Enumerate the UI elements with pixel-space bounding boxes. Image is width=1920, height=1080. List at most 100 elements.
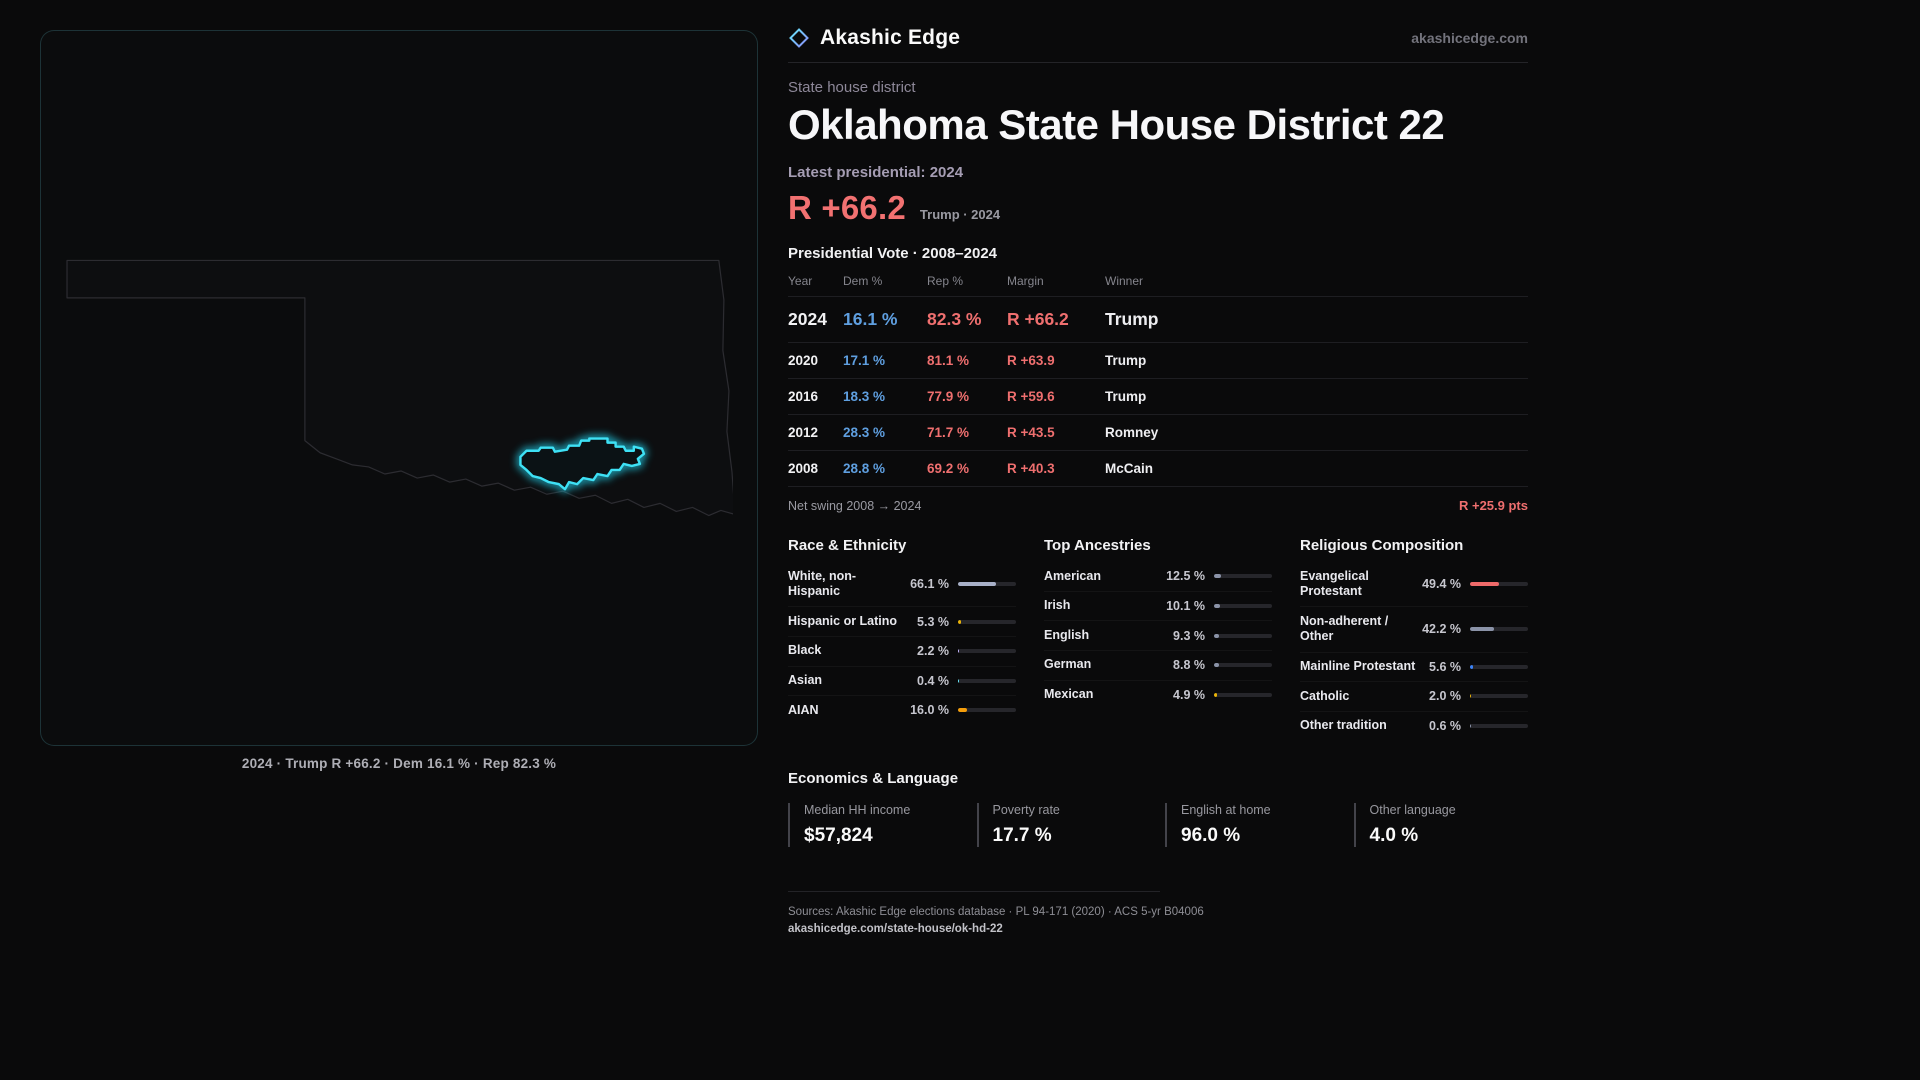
item-value: 42.2 % [1422,622,1461,637]
bar-fill [1470,664,1474,669]
item-label: Irish [1044,598,1071,613]
cell-winner: Romney [1105,425,1159,440]
list-item: Catholic 2.0 % [1300,682,1528,712]
cell-margin: R +43.5 [1007,425,1055,440]
item-label: Non-adherent / Other [1300,613,1389,644]
stat-card: Other language 4.0 % [1353,803,1529,848]
economics-title: Economics & Language [788,770,959,788]
item-label: White, non-Hispanic [788,568,857,599]
section-items: Evangelical Protestant 49.4 % Non-adhere… [1300,562,1528,740]
cell-rep: 81.1 % [927,353,970,368]
cell-rep: 77.9 % [927,389,970,404]
permalink[interactable]: akashicedge.com/state-house/ok-hd-22 [788,923,1003,936]
vote-table: Year Dem % Rep % Margin Winner 2024 16.1… [788,274,1528,513]
item-value: 8.8 % [1173,658,1205,673]
list-item: English 9.3 % [1044,621,1272,651]
page-title: Oklahoma State House District 22 [788,101,1445,148]
brand-header: Akashic Edge akashicedge.com [788,26,1528,50]
table-row: 2020 17.1 % 81.1 % R +63.9 Trump [788,342,1528,378]
item-value: 4.9 % [1173,687,1205,702]
item-value: 5.3 % [917,614,949,629]
bar-fill [958,678,959,683]
bar-fill [1214,692,1217,697]
sources-text: Sources: Akashic Edge elections database… [788,906,1204,919]
stat-label: Poverty rate [992,803,1060,818]
vote-table-title: Presidential Vote · 2008–2024 [788,245,998,262]
item-value: 9.3 % [1173,628,1205,643]
bar-fill [1214,574,1222,579]
list-item: American 12.5 % [1044,562,1272,592]
cell-year: 2012 [788,425,819,440]
demographics-column: Religious Composition Evangelical Protes… [1300,537,1528,740]
district-type-label: State house district [788,79,916,96]
net-swing-row: Net swing 2008 → 2024 R +25.9 pts [788,486,1528,513]
cell-year: 2016 [788,389,819,404]
col-year: Year [788,274,813,288]
cell-dem: 17.1 % [843,353,886,368]
bar-fill [1470,627,1495,632]
bar-track [1214,692,1272,697]
bar-fill [958,619,962,624]
list-item: Asian 0.4 % [788,667,1016,697]
item-value: 5.6 % [1429,659,1461,674]
economics-stats: Median HH income $57,824 Poverty rate 17… [788,803,1529,848]
cell-year: 2020 [788,353,819,368]
list-item: Black 2.2 % [788,637,1016,667]
stat-value: 96.0 % [1181,825,1241,847]
demographics-section: Race & Ethnicity White, non-Hispanic 66.… [788,537,1528,740]
table-row: 2016 18.3 % 77.9 % R +59.6 Trump [788,378,1528,414]
item-value: 12.5 % [1166,569,1205,584]
stat-value: 17.7 % [992,825,1052,847]
bar-fill [1470,694,1472,699]
headline-margin-context: Trump · 2024 [919,207,1001,222]
bar-track [958,678,1016,683]
item-value: 2.2 % [917,644,949,659]
item-label: Other tradition [1300,718,1387,733]
cell-margin: R +66.2 [1007,309,1069,329]
cell-margin: R +63.9 [1007,353,1055,368]
cell-margin: R +59.6 [1007,389,1055,404]
bar-track [958,708,1016,713]
item-label: Hispanic or Latino [788,613,898,628]
col-dem: Dem % [843,274,883,288]
cell-dem: 16.1 % [843,309,898,329]
stat-value: $57,824 [804,825,873,847]
item-label: Asian [788,673,823,687]
footer: Sources: Akashic Edge elections database… [788,891,1528,935]
cell-rep: 82.3 % [927,309,982,329]
net-swing-value: R +25.9 pts [1458,498,1528,513]
section-title: Religious Composition [1300,537,1464,554]
item-label: American [1044,568,1101,583]
cell-rep: 71.7 % [927,425,970,440]
stat-label: Other language [1369,803,1456,818]
vote-table-header: Year Dem % Rep % Margin Winner [788,274,1528,296]
headline-margin-row: R +66.2 Trump · 2024 [788,189,1528,227]
cell-year: 2024 [788,309,827,329]
bar-track [1214,603,1272,608]
list-item: Irish 10.1 % [1044,592,1272,622]
bar-track [1470,694,1528,699]
stat-label: Median HH income [804,803,911,818]
latest-presidential-label: Latest presidential: 2024 [788,164,964,181]
bar-fill [1470,582,1499,587]
list-item: Other tradition 0.6 % [1300,712,1528,741]
demographics-column: Race & Ethnicity White, non-Hispanic 66.… [788,537,1016,740]
cell-margin: R +40.3 [1007,461,1055,476]
item-label: German [1044,657,1092,672]
cell-winner: Trump [1105,389,1147,404]
bar-track [1470,582,1528,587]
item-label: Mainline Protestant [1300,659,1416,673]
list-item: Non-adherent / Other 42.2 % [1300,607,1528,653]
item-value: 16.0 % [910,703,949,718]
bar-fill [1214,663,1220,668]
bar-track [958,619,1016,624]
district-shape [519,437,646,491]
table-row: 2012 28.3 % 71.7 % R +43.5 Romney [788,414,1528,450]
brand: Akashic Edge [788,26,960,50]
brand-domain-link[interactable]: akashicedge.com [1411,30,1528,46]
item-value: 0.4 % [917,673,949,688]
list-item: Mexican 4.9 % [1044,681,1272,710]
bar-fill [958,582,997,587]
stat-card: English at home 96.0 % [1165,803,1340,848]
list-item: Evangelical Protestant 49.4 % [1300,562,1528,608]
